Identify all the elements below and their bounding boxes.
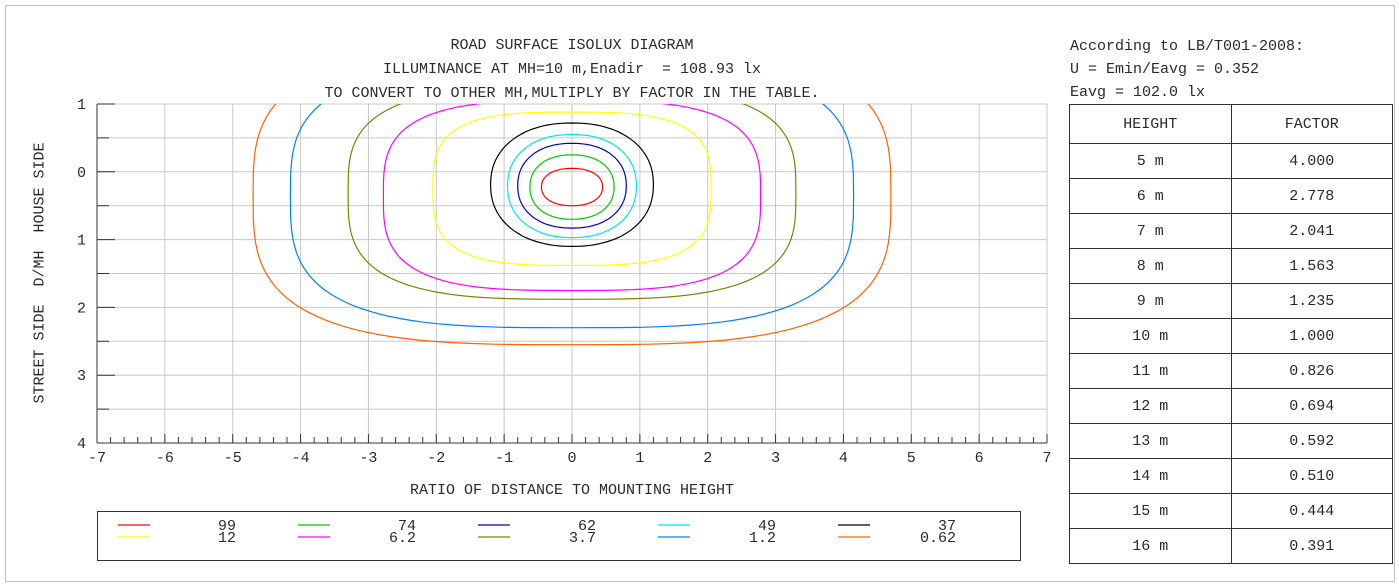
- table-row: 14 m 0.510: [1069, 458, 1393, 494]
- x-axis-label: RATIO OF DISTANCE TO MOUNTING HEIGHT: [409, 482, 735, 499]
- height-cell: 16 m: [1069, 528, 1232, 564]
- x-tick-label: -1: [495, 450, 513, 467]
- legend-label: 74: [398, 518, 416, 535]
- contour-legend: 99 74 62 49 37 12 6.2 3.7 1.2 0.62: [97, 511, 1021, 561]
- factor-cell: 0.826: [1230, 353, 1393, 389]
- y-tick-label: 0: [77, 165, 86, 182]
- isolux-contour-1.2: [289, 104, 855, 329]
- factor-cell: 0.592: [1230, 423, 1393, 459]
- isolux-contour-49: [506, 133, 638, 239]
- height-cell: 12 m: [1069, 388, 1232, 424]
- height-cell: 5 m: [1069, 143, 1232, 179]
- contour-group: [252, 104, 892, 346]
- x-tick-label: 1: [635, 450, 644, 467]
- height-cell: 14 m: [1069, 458, 1232, 494]
- chart-title-line-1: ROAD SURFACE ISOLUX DIAGRAM: [450, 37, 694, 54]
- chart-title-line-3: TO CONVERT TO OTHER MH,MULTIPLY BY FACTO…: [324, 85, 820, 102]
- legend-label: 12: [218, 530, 236, 547]
- factor-cell: 0.694: [1230, 388, 1393, 424]
- legend-label: 49: [758, 518, 776, 535]
- table-row: 16 m 0.391: [1069, 528, 1393, 564]
- y-tick-label: 1: [77, 97, 86, 114]
- isolux-contour-12: [432, 111, 712, 267]
- x-tick-label: -3: [359, 450, 377, 467]
- isolux-contour-6.2: [382, 104, 762, 292]
- x-tick-label: 7: [1042, 450, 1051, 467]
- chart-title-line-2: ILLUMINANCE AT MH=10 m,Enadir = 108.93 l…: [382, 61, 762, 78]
- isolux-contour-37: [489, 122, 655, 248]
- column-header-height: HEIGHT: [1069, 104, 1232, 144]
- y-tick-label: 4: [77, 436, 86, 453]
- height-cell: 9 m: [1069, 283, 1232, 319]
- table-body: 5 m 4.000 6 m 2.778 7 m 2.041 8 m 1.563 9 m 1.235…: [1069, 143, 1393, 564]
- table-row: 6 m 2.778: [1069, 178, 1393, 214]
- x-tick-label: -6: [156, 450, 174, 467]
- table-row: 8 m 1.563: [1069, 248, 1393, 284]
- height-cell: 7 m: [1069, 213, 1232, 249]
- uniformity-text: U = Emin/Eavg = 0.352: [1070, 61, 1260, 78]
- isolux-contour-99: [540, 167, 604, 207]
- factor-cell: 2.041: [1230, 213, 1393, 249]
- height-cell: 15 m: [1069, 493, 1232, 529]
- isolux-chart: -7 -6 -5 -4 -3 -2 -1 0 1 2 3 4 5 6 7 1 0 1 2 3 4: [77, 97, 1052, 467]
- x-tick-label: 6: [975, 450, 984, 467]
- legend-label: 99: [218, 518, 236, 535]
- legend-label: 6.2: [389, 530, 416, 547]
- x-tick-label: 0: [567, 450, 576, 467]
- table-row: 9 m 1.235: [1069, 283, 1393, 319]
- legend-label: 1.2: [749, 530, 776, 547]
- x-tick-label: -5: [224, 450, 242, 467]
- x-tick-label: -2: [427, 450, 445, 467]
- factor-cell: 1.563: [1230, 248, 1393, 284]
- table-row: 10 m 1.000: [1069, 318, 1393, 354]
- isolux-contour-3.7: [347, 104, 797, 300]
- height-cell: 11 m: [1069, 353, 1232, 389]
- x-tick-label: -4: [292, 450, 310, 467]
- height-cell: 10 m: [1069, 318, 1232, 354]
- eavg-text: Eavg = 102.0 lx: [1070, 84, 1206, 101]
- isolux-contour-62: [517, 142, 627, 229]
- legend-label: 3.7: [569, 530, 596, 547]
- table-row: 13 m 0.592: [1069, 423, 1393, 459]
- table-row: 15 m 0.444: [1069, 493, 1393, 529]
- factor-cell: 2.778: [1230, 178, 1393, 214]
- factor-cell: 1.235: [1230, 283, 1393, 319]
- factor-cell: 0.444: [1230, 493, 1393, 529]
- table-row: 12 m 0.694: [1069, 388, 1393, 424]
- factor-cell: 4.000: [1230, 143, 1393, 179]
- y-tick-label: 1: [77, 233, 86, 250]
- factor-cell: 1.000: [1230, 318, 1393, 354]
- factor-cell: 0.391: [1230, 528, 1393, 564]
- isolux-contour-74: [529, 154, 615, 220]
- mounting-height-factor-table: HEIGHT FACTOR 5 m 4.000 6 m 2.778 7 m 2.041 8 …: [1069, 104, 1393, 564]
- x-tick-label: 5: [907, 450, 916, 467]
- y-tick-label: 3: [77, 368, 86, 385]
- x-tick-label: 3: [771, 450, 780, 467]
- table-header-row: HEIGHT FACTOR: [1069, 104, 1393, 144]
- table-row: 11 m 0.826: [1069, 353, 1393, 389]
- y-tick-label: 2: [77, 300, 86, 317]
- standard-reference: According to LB/T001-2008:: [1070, 38, 1305, 55]
- x-tick-label: -7: [88, 450, 106, 467]
- table-row: 5 m 4.000: [1069, 143, 1393, 179]
- column-header-factor: FACTOR: [1230, 104, 1393, 144]
- legend-label: 0.62: [920, 530, 956, 547]
- legend-swatches: 99 74 62 49 37 12 6.2 3.7 1.2 0.62: [118, 518, 956, 547]
- height-cell: 8 m: [1069, 248, 1232, 284]
- legend-label: 37: [938, 518, 956, 535]
- x-tick-label: 4: [839, 450, 848, 467]
- diagram-frame: [5, 5, 1395, 582]
- height-cell: 13 m: [1069, 423, 1232, 459]
- table-row: 7 m 2.041: [1069, 213, 1393, 249]
- legend-label: 62: [578, 518, 596, 535]
- y-axis-label: STREET SIDE D/MH HOUSE SIDE: [31, 142, 49, 404]
- factor-cell: 0.510: [1230, 458, 1393, 494]
- height-cell: 6 m: [1069, 178, 1232, 214]
- isolux-contour-0.62: [252, 104, 892, 346]
- x-tick-label: 2: [703, 450, 712, 467]
